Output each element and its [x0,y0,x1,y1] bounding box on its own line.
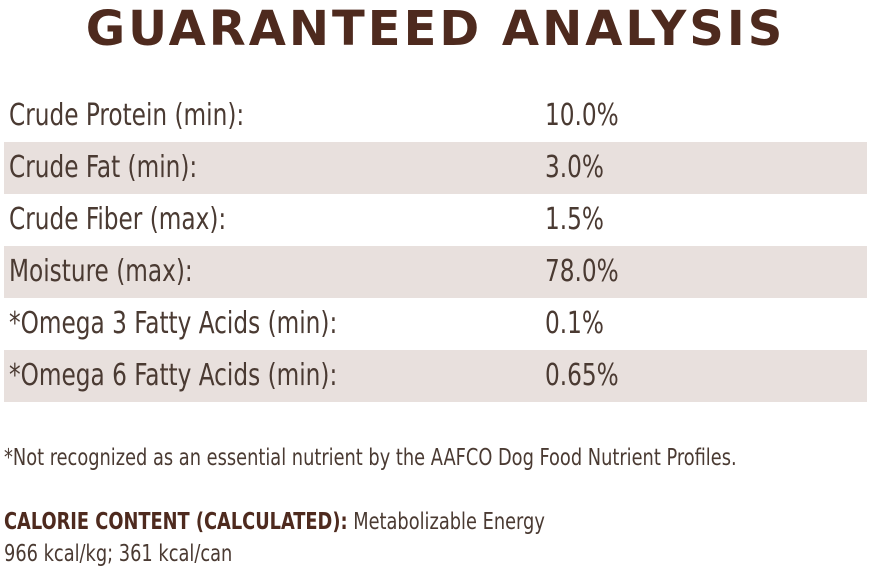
nutrient-value: 0.1% [545,306,604,341]
analysis-row-omega-6: *Omega 6 Fatty Acids (min): 0.65% [4,350,867,402]
guaranteed-analysis-table: Crude Protein (min): 10.0% Crude Fat (mi… [4,90,867,402]
nutrient-label: Moisture (max): [9,254,193,289]
aafco-footnote: *Not recognized as an essential nutrient… [4,445,737,471]
nutrient-label: *Omega 3 Fatty Acids (min): [9,306,338,341]
analysis-row-moisture: Moisture (max): 78.0% [4,246,867,298]
analysis-row-crude-protein: Crude Protein (min): 10.0% [4,90,867,142]
analysis-row-crude-fat: Crude Fat (min): 3.0% [4,142,867,194]
calorie-values: 966 kcal/kg; 361 kcal/can [4,541,233,567]
calorie-line: CALORIE CONTENT (CALCULATED): Metaboliza… [4,506,545,538]
page-title: GUARANTEED ANALYSIS [85,1,786,57]
nutrient-label: Crude Fiber (max): [9,202,227,237]
nutrient-label: Crude Protein (min): [9,98,245,133]
analysis-row-omega-3: *Omega 3 Fatty Acids (min): 0.1% [4,298,867,350]
analysis-row-crude-fiber: Crude Fiber (max): 1.5% [4,194,867,246]
calorie-description: Metabolizable Energy [347,509,545,535]
nutrient-label: Crude Fat (min): [9,150,198,185]
nutrient-value: 10.0% [545,98,619,133]
calorie-label: CALORIE CONTENT (CALCULATED): [4,509,348,535]
nutrient-value: 3.0% [545,150,604,185]
nutrient-label: *Omega 6 Fatty Acids (min): [9,358,338,393]
nutrient-value: 1.5% [545,202,604,237]
nutrient-value: 0.65% [545,358,619,393]
calorie-content: CALORIE CONTENT (CALCULATED): Metaboliza… [4,506,545,570]
nutrient-value: 78.0% [545,254,619,289]
